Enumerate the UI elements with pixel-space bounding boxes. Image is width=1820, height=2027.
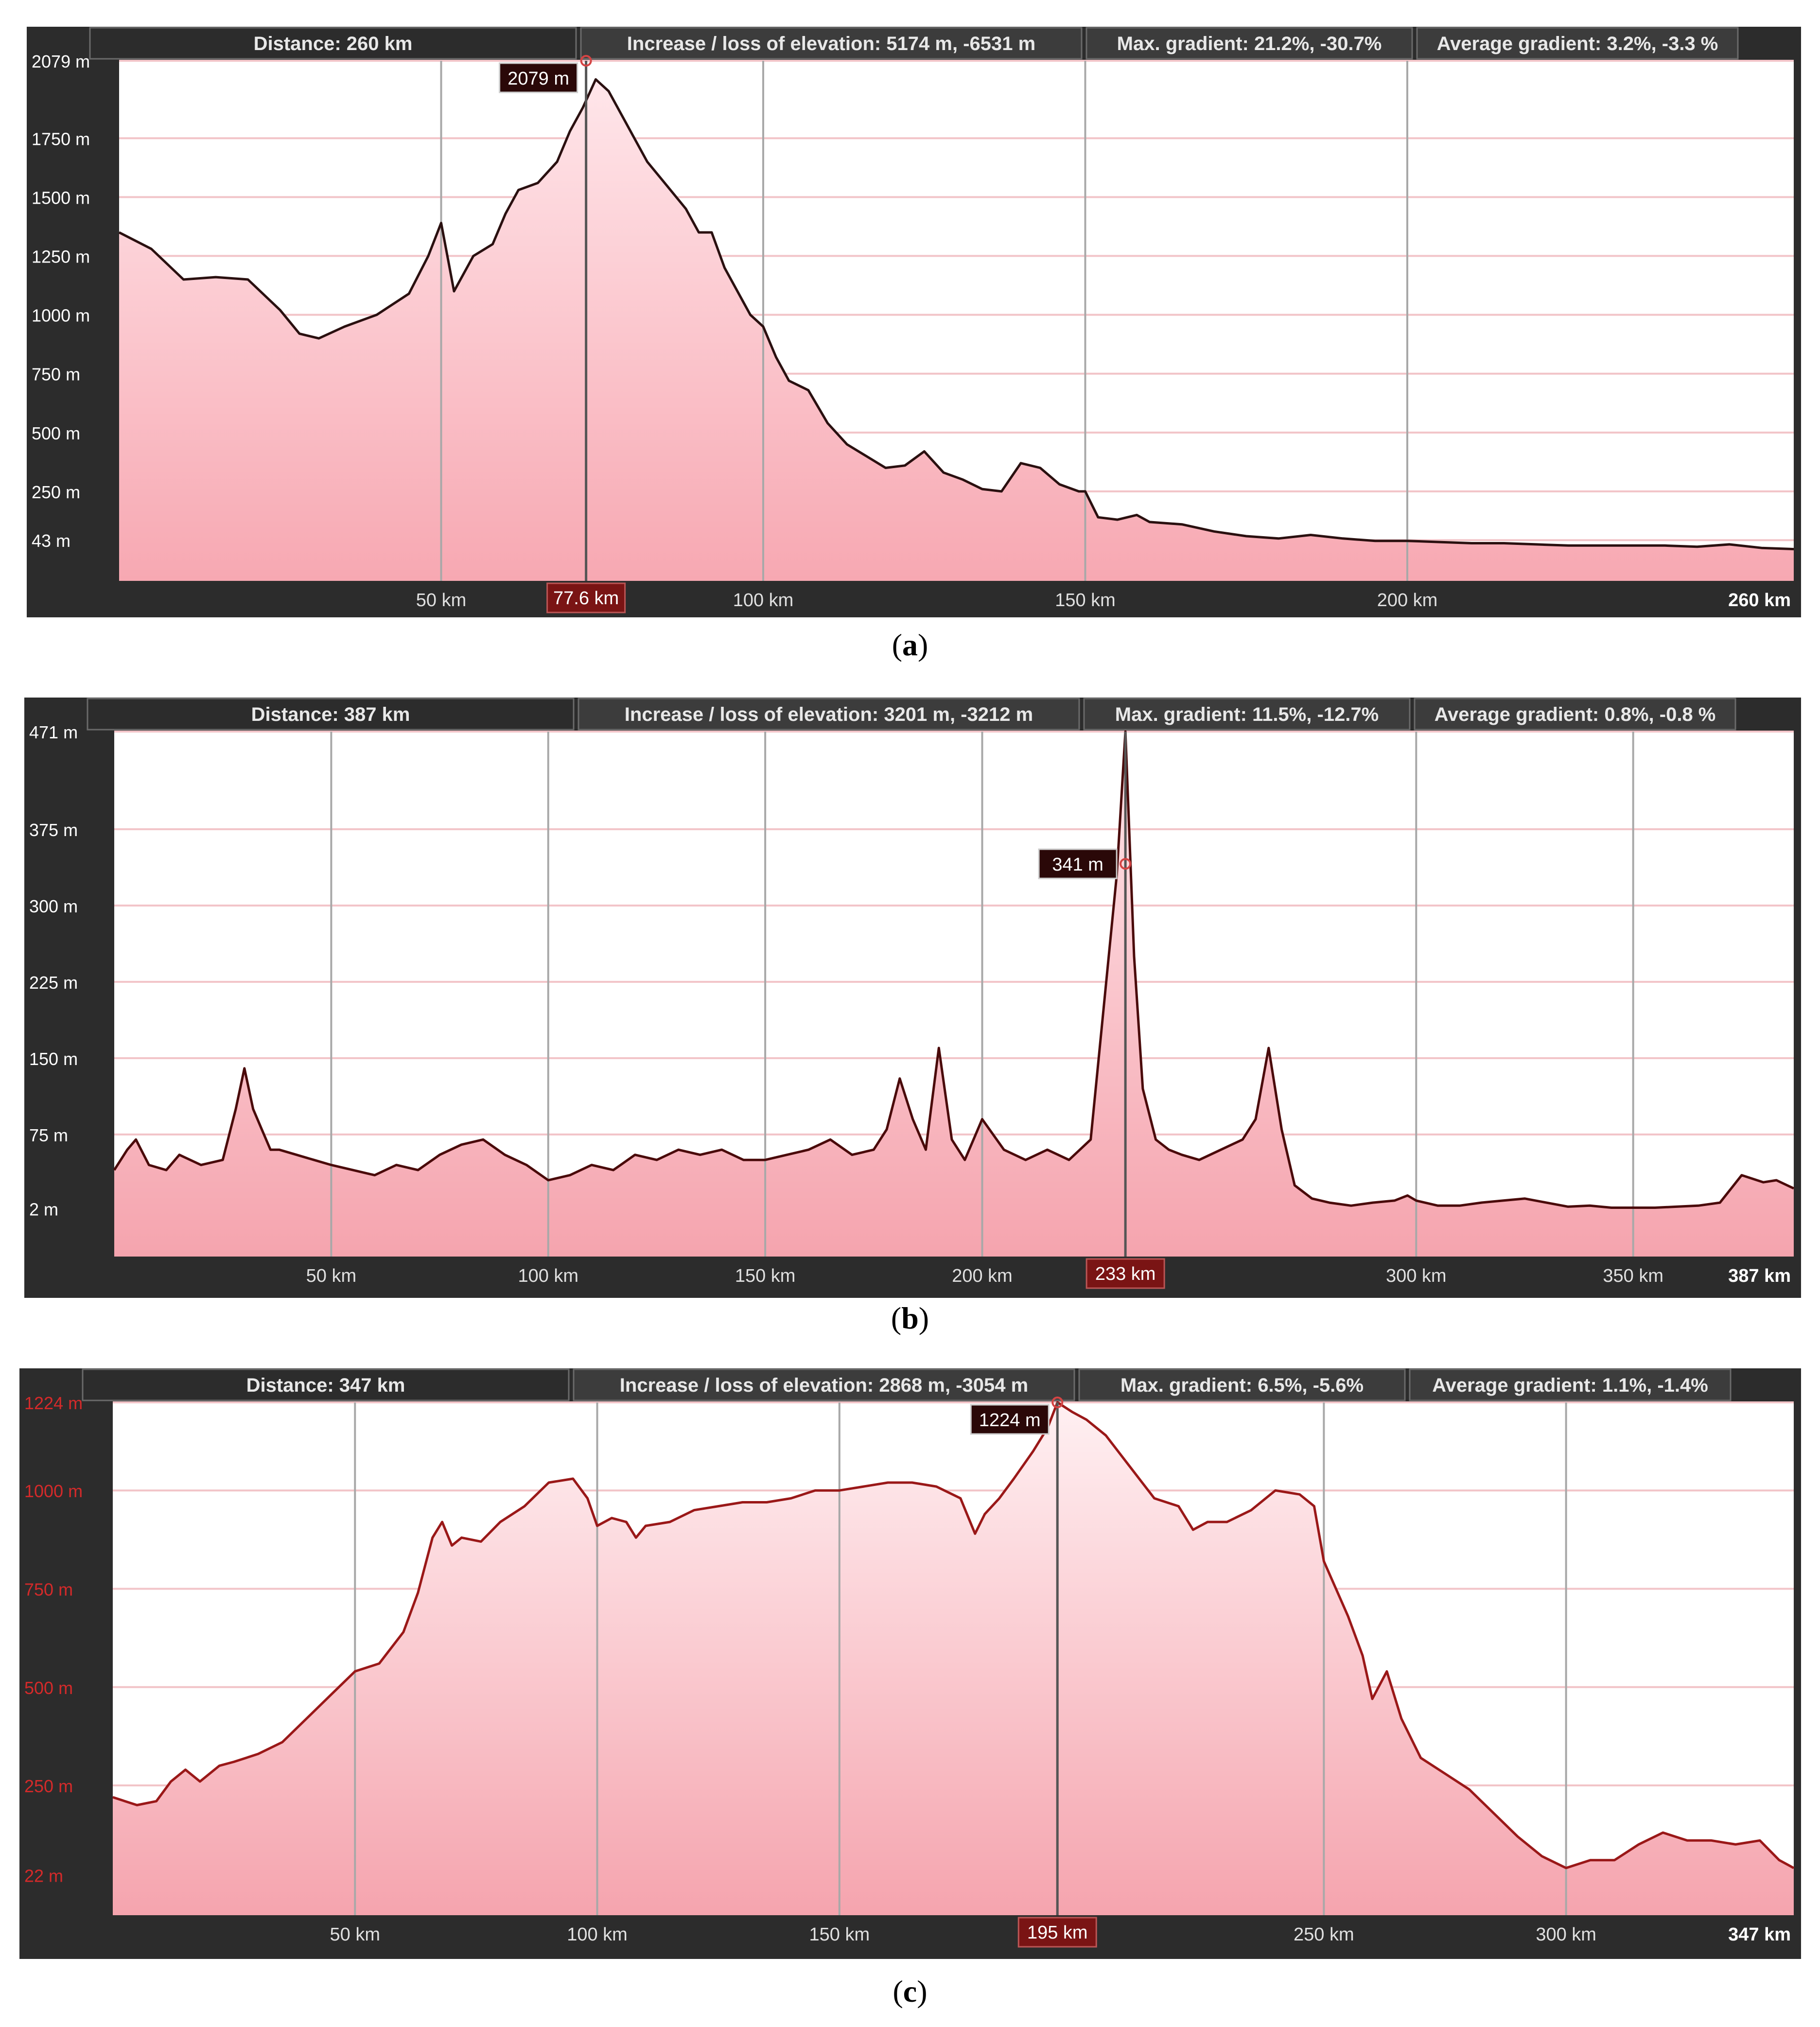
chart-a-elevation-box (580, 27, 1083, 60)
caption-b-letter: b (901, 1301, 919, 1335)
chart-b-distance-box-text: Distance: 387 km (251, 704, 410, 725)
chart-c-x-tick-label-4: 300 km (1536, 1924, 1596, 1945)
chart-a-elevation-line (118, 78, 1794, 551)
chart-a-x-end-label: 260 km (1728, 590, 1791, 611)
chart-b-average-gradient-box-text: Average gradient: 0.8%, -0.8 % (1435, 704, 1716, 725)
chart-a-y-tick-label-7: 250 m (32, 482, 80, 502)
chart-b-y-tick-label-2: 300 m (29, 896, 78, 916)
chart-b-marker-y-box (1038, 848, 1118, 879)
chart-c-max-gradient-box-text: Max. gradient: 6.5%, -5.6% (1120, 1375, 1364, 1396)
chart-b-area-fill (114, 732, 1794, 1257)
chart-c-average-gradient-box (1409, 1368, 1732, 1401)
chart-b-x-tick-label-2: 150 km (735, 1266, 796, 1286)
chart-a-y-tick-label-8: 43 m (32, 531, 70, 551)
chart-a-x-tick-label-1: 100 km (733, 590, 794, 611)
chart-c-y-tick-label-5: 22 m (24, 1866, 63, 1886)
chart-b-x-tick-label-1: 100 km (518, 1266, 578, 1286)
chart-c-y-tick-label-0: 1224 m (24, 1393, 83, 1413)
chart-b-elevation-line (113, 730, 1795, 1209)
chart-c-x-end-label: 347 km (1728, 1924, 1791, 1945)
chart-c-y-tick-label-3: 500 m (24, 1678, 73, 1698)
chart-c-marker-x-label: 195 km (1027, 1922, 1088, 1943)
chart-c-elevation-line (112, 1401, 1795, 1870)
chart-a-marker-y-box (499, 62, 578, 93)
chart-c-x-tick-label-2: 150 km (809, 1924, 870, 1945)
chart-c-y-tick-label-1: 1000 m (24, 1481, 83, 1501)
chart-b-x-tick-label-5: 350 km (1603, 1266, 1663, 1286)
chart-c-x-tick-label-3: 250 km (1294, 1924, 1354, 1945)
caption-a: (a) (892, 628, 928, 662)
chart-b-marker-x-label: 233 km (1095, 1264, 1156, 1284)
chart-b-y-tick-label-4: 150 m (29, 1049, 78, 1069)
chart-a-y-tick-label-3: 1250 m (32, 247, 90, 267)
chart-b-max-gradient-box (1083, 698, 1411, 731)
chart-c-y-tick-label-2: 750 m (24, 1579, 73, 1599)
chart-a-max-gradient-box-text: Max. gradient: 21.2%, -30.7% (1117, 33, 1382, 54)
chart-b-marker-x-box (1085, 1258, 1165, 1289)
chart-b-x-tick-label-4: 300 km (1386, 1266, 1447, 1286)
caption-a-letter: a (902, 628, 918, 662)
chart-a-y-tick-label-1: 1750 m (32, 129, 90, 149)
chart-b-x-tick-label-3: 200 km (952, 1266, 1013, 1286)
chart-a-x-tick-label-2: 150 km (1055, 590, 1116, 611)
chart-a-x-tick-label-0: 50 km (416, 590, 466, 611)
chart-b-elevation-box (578, 698, 1080, 731)
chart-a-marker-dot (580, 55, 592, 67)
chart-a-average-gradient-box (1416, 27, 1739, 60)
caption-c-letter: c (903, 1974, 917, 2009)
chart-c-marker-y-box (970, 1404, 1050, 1435)
elevation-chart-c: Distance: 347 km Increase / loss of eleva… (19, 1368, 1801, 1959)
chart-c-max-gradient-box (1078, 1368, 1406, 1401)
caption-c: (c) (892, 1974, 928, 2009)
chart-b-x-end-label: 387 km (1728, 1266, 1791, 1286)
chart-b-average-gradient-box (1414, 698, 1736, 731)
chart-b-marker-dot (1120, 858, 1132, 870)
chart-a-elevation-box-text: Increase / loss of elevation: 5174 m, -6… (627, 33, 1035, 54)
chart-c-y-tick-label-4: 250 m (24, 1776, 73, 1796)
chart-panel-c: Distance: 347 km Increase / loss of eleva… (0, 1361, 1820, 1959)
chart-a-marker-x-box (546, 582, 626, 613)
chart-c-elevation-box (573, 1368, 1075, 1401)
chart-c-average-gradient-box-text: Average gradient: 1.1%, -1.4% (1432, 1375, 1708, 1396)
chart-b-distance-box (87, 698, 575, 731)
chart-c-area-fill (113, 1402, 1794, 1915)
chart-c-marker-x-box (1017, 1917, 1097, 1948)
chart-b-y-tick-label-5: 75 m (29, 1125, 68, 1145)
chart-c-marker-dot (1051, 1397, 1064, 1408)
chart-b-max-gradient-box-text: Max. gradient: 11.5%, -12.7% (1115, 704, 1379, 725)
chart-b-marker-y-label: 341 m (1052, 855, 1103, 875)
chart-a-y-tick-label-4: 1000 m (32, 306, 90, 326)
chart-a-x-tick-label-3: 200 km (1377, 590, 1438, 611)
elevation-chart-b: Distance: 387 km Increase / loss of eleva… (24, 698, 1801, 1298)
elevation-chart-a: Distance: 260 km Increase / loss of eleva… (27, 27, 1801, 617)
chart-b-y-tick-label-3: 225 m (29, 973, 78, 993)
chart-a-y-tick-label-2: 1500 m (32, 188, 90, 208)
chart-c-x-tick-label-0: 50 km (330, 1924, 380, 1945)
chart-a-max-gradient-box (1085, 27, 1413, 60)
chart-panel-b: Distance: 387 km Increase / loss of eleva… (0, 690, 1820, 1298)
chart-a-marker-x-label: 77.6 km (553, 588, 619, 609)
caption-b: (b) (891, 1301, 929, 1335)
chart-a-y-tick-label-5: 750 m (32, 365, 80, 384)
chart-a-average-gradient-box-text: Average gradient: 3.2%, -3.3 % (1437, 33, 1718, 54)
chart-b-y-tick-label-6: 2 m (29, 1200, 58, 1220)
chart-b-y-tick-label-0: 471 m (29, 722, 78, 742)
chart-c-marker-y-label: 1224 m (979, 1410, 1041, 1431)
chart-c-distance-box-text: Distance: 347 km (246, 1375, 405, 1396)
chart-a-area-fill (119, 79, 1794, 581)
chart-b-x-tick-label-0: 50 km (306, 1266, 356, 1286)
chart-a-marker-y-label: 2079 m (508, 69, 569, 89)
chart-a-distance-box (89, 27, 577, 60)
chart-c-distance-box (82, 1368, 570, 1401)
chart-c-elevation-box-text: Increase / loss of elevation: 2868 m, -3… (620, 1375, 1028, 1396)
chart-a-y-tick-label-6: 500 m (32, 423, 80, 443)
chart-a-distance-box-text: Distance: 260 km (254, 33, 413, 54)
chart-b-elevation-box-text: Increase / loss of elevation: 3201 m, -3… (625, 704, 1033, 725)
chart-panel-a: Distance: 260 km Increase / loss of eleva… (0, 0, 1820, 627)
chart-a-y-tick-label-0: 2079 m (32, 52, 90, 71)
chart-c-x-tick-label-1: 100 km (567, 1924, 628, 1945)
chart-b-y-tick-label-1: 375 m (29, 820, 78, 840)
